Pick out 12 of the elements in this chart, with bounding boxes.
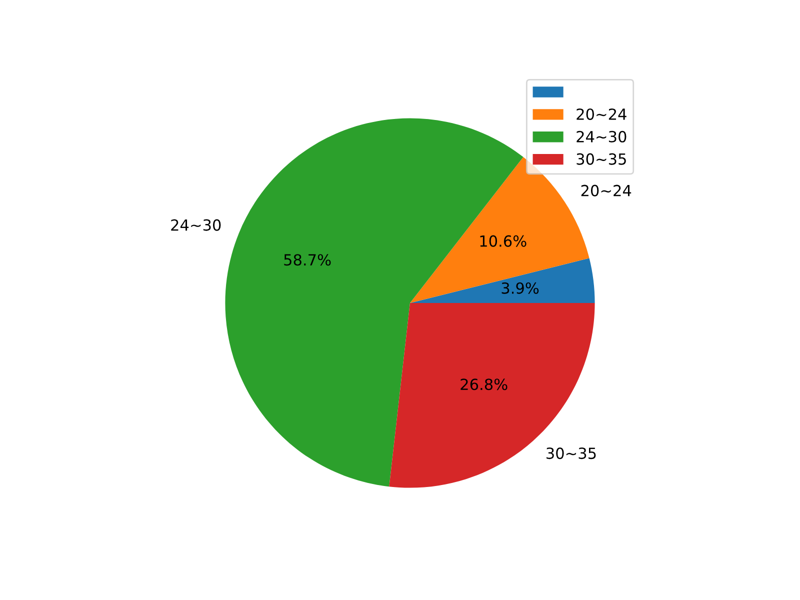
data-label: 58.7%	[284, 254, 331, 266]
data-label: 3.9%	[502, 282, 539, 294]
pie-slice	[389, 303, 595, 488]
legend-label: 24~30	[576, 130, 626, 142]
data-label: 26.8%	[460, 378, 508, 390]
legend-label: 20~24	[576, 108, 626, 120]
data-label: 10.6%	[480, 235, 526, 247]
slice-label: 24~30	[171, 219, 221, 231]
slice-label: 20~24	[581, 184, 632, 196]
pie-slice	[410, 258, 595, 303]
legend-label: 30~35	[576, 153, 626, 165]
slice-label: 30~35	[546, 448, 596, 460]
